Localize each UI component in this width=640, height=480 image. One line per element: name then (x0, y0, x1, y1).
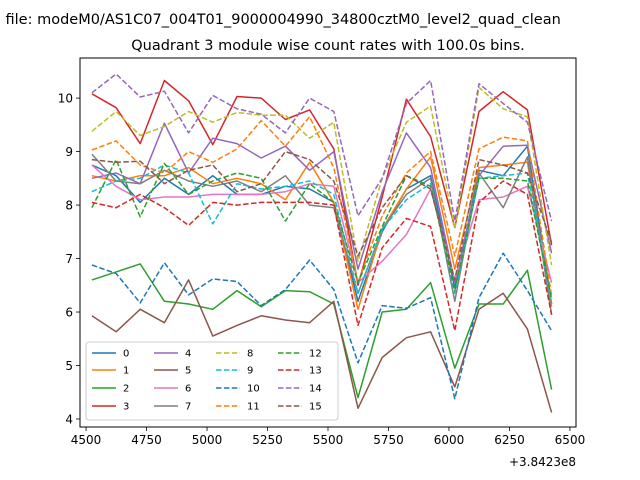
series-line-5 (91, 279, 553, 413)
y-tick-label: 10 (58, 92, 73, 106)
series-line-8 (91, 86, 553, 266)
x-tick-label: 5000 (192, 433, 223, 447)
series-line-14 (91, 73, 553, 222)
x-tick-label: 6000 (434, 433, 465, 447)
legend-label-14: 14 (309, 384, 322, 395)
series-line-12 (91, 158, 553, 299)
legend-label-13: 13 (309, 366, 322, 377)
x-tick-label: 6500 (555, 433, 586, 447)
legend-label-15: 15 (309, 402, 322, 413)
legend-label-4: 4 (185, 349, 191, 360)
legend-label-7: 7 (185, 402, 191, 413)
x-tick-label: 5750 (373, 433, 404, 447)
y-axis: 4 5 6 7 8 9 10 (58, 92, 80, 426)
series-line-9 (91, 164, 553, 305)
legend-label-9: 9 (247, 366, 253, 377)
y-tick-label: 9 (65, 145, 73, 159)
legend-label-0: 0 (123, 349, 129, 360)
y-tick-label: 7 (65, 252, 73, 266)
legend-box (85, 341, 339, 421)
series-line-13 (91, 180, 553, 332)
legend-label-5: 5 (185, 366, 191, 377)
legend-label-2: 2 (123, 384, 129, 395)
x-axis: 4500 4750 5000 5250 5500 5750 6000 6250 6500 (71, 427, 585, 447)
x-tick-label: 6250 (494, 433, 525, 447)
y-tick-label: 8 (65, 199, 73, 213)
x-tick-label: 4750 (131, 433, 162, 447)
chart-title: Quadrant 3 module wise count rates with … (131, 38, 525, 54)
legend-label-1: 1 (123, 366, 129, 377)
y-tick-label: 6 (65, 306, 73, 320)
series-line-15 (91, 150, 553, 281)
plot-lines (91, 73, 553, 413)
legend-label-10: 10 (247, 384, 260, 395)
legend-label-11: 11 (247, 402, 260, 413)
series-line-10 (91, 252, 553, 400)
series-line-0 (91, 145, 553, 305)
series-line-6 (91, 164, 553, 284)
x-offset-label: +3.8423e8 (509, 455, 576, 469)
y-tick-label: 4 (65, 412, 73, 426)
y-tick-label: 5 (65, 359, 73, 373)
x-tick-label: 5250 (252, 433, 283, 447)
legend-label-8: 8 (247, 349, 253, 360)
series-line-1 (91, 156, 553, 311)
x-tick-label: 5500 (313, 433, 344, 447)
legend-label-6: 6 (185, 384, 191, 395)
legend-label-3: 3 (123, 402, 129, 413)
x-tick-label: 4500 (71, 433, 102, 447)
figure-suptitle: a file: modeM0/AS1C07_004T01_9000004990_… (0, 12, 561, 28)
legend-label-12: 12 (309, 349, 322, 360)
